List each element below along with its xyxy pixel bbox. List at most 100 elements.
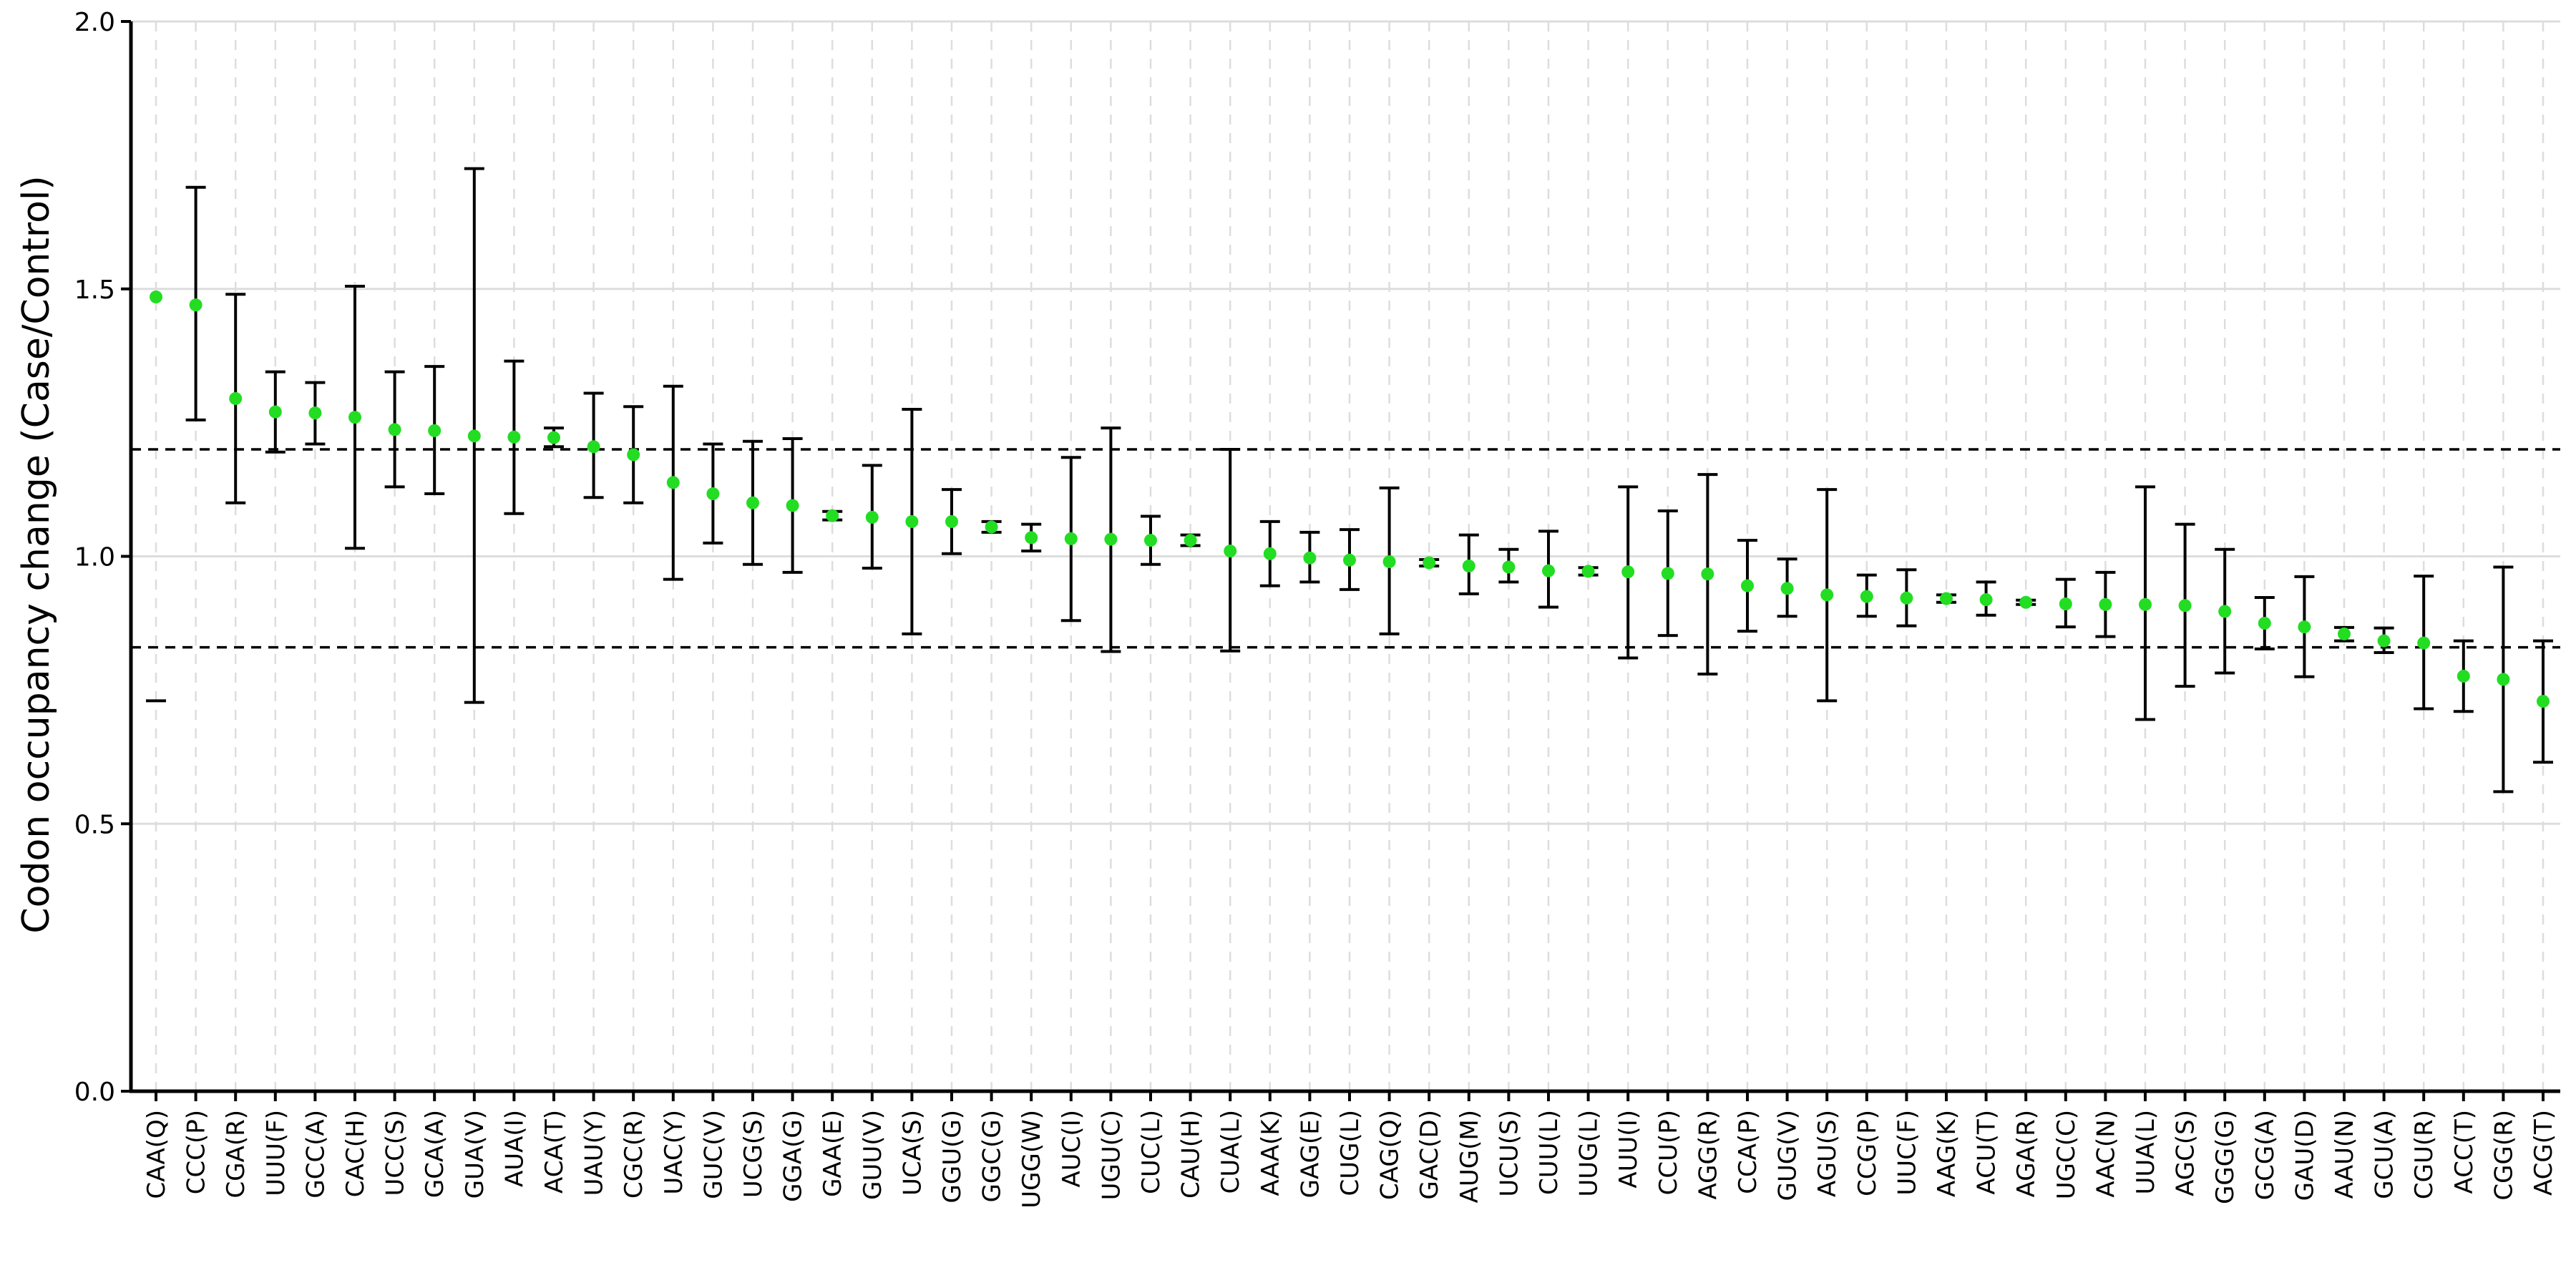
threshold-lines [131, 448, 2560, 649]
data-point [1343, 553, 1356, 567]
x-tick-label: ACU(T) [1973, 1110, 2001, 1195]
x-tick-label: UAU(Y) [580, 1110, 609, 1196]
x-tick-label: GGG(G) [2211, 1110, 2240, 1204]
x-tick-label: UCU(S) [1495, 1110, 1523, 1197]
data-point [706, 487, 720, 501]
data-point [1184, 534, 1197, 547]
data-point [189, 298, 203, 312]
x-tick-label: UCG(S) [739, 1110, 768, 1198]
data-point [945, 514, 958, 528]
data-point [1780, 582, 1794, 595]
data-point [348, 411, 361, 424]
data-point [2139, 597, 2152, 611]
x-tick-label: UAC(Y) [660, 1110, 688, 1195]
x-tick-label: AUG(M) [1455, 1110, 1484, 1203]
y-tick-labels: 0.0 0.5 1.0 1.5 2.0 [74, 8, 115, 1107]
data-point [1025, 531, 1038, 545]
x-tick-label: GAG(E) [1296, 1110, 1324, 1198]
x-tick-label: GCU(A) [2371, 1110, 2399, 1199]
data-point [1701, 567, 1714, 581]
data-point [1144, 534, 1157, 547]
axes [121, 20, 2560, 1101]
y-tick-label: 2.0 [74, 8, 115, 37]
data-point [308, 406, 322, 420]
data-point [2298, 620, 2311, 634]
data-point [2417, 636, 2431, 650]
x-tick-label: CUU(L) [1535, 1110, 1563, 1195]
data-point [428, 424, 441, 437]
x-tick-label: GAU(D) [2290, 1110, 2319, 1201]
data-point [2537, 695, 2550, 708]
x-tick-label: CGA(R) [222, 1110, 250, 1199]
data-point [2099, 597, 2112, 611]
data-point [2377, 634, 2391, 648]
x-tick-label: AUC(I) [1058, 1110, 1086, 1187]
x-tick-label: CAU(H) [1177, 1110, 1206, 1199]
x-tick-label: GUA(V) [461, 1110, 489, 1199]
data-point [547, 431, 560, 444]
x-tick-label: GAA(E) [819, 1110, 847, 1197]
data-point [2178, 599, 2192, 613]
x-tick-label: ACC(T) [2450, 1110, 2479, 1194]
x-tick-label: AAG(K) [1933, 1110, 1961, 1197]
x-tick-label: CAG(Q) [1376, 1110, 1405, 1200]
data-point [1940, 592, 1953, 605]
data-point [1462, 559, 1475, 572]
y-axis-label: Codon occupancy change (Case/Control) [15, 175, 58, 933]
x-tick-label: GAC(D) [1415, 1110, 1444, 1199]
x-tick-label: AAA(K) [1257, 1110, 1285, 1196]
x-tick-label: GGC(G) [978, 1110, 1007, 1202]
data-point [1900, 591, 1913, 605]
x-tick-label: CGG(R) [2489, 1110, 2518, 1201]
data-point [1661, 567, 1674, 580]
data-point [388, 423, 401, 436]
x-tick-label: AGA(R) [2012, 1110, 2041, 1197]
data-point [2497, 673, 2510, 686]
data-point [2457, 669, 2470, 683]
x-tick-label: GUG(V) [1774, 1110, 1802, 1201]
data-point [2258, 616, 2271, 630]
data-point [1382, 555, 1396, 568]
data-point [1064, 532, 1078, 545]
data-point [1741, 579, 1754, 592]
data-point [587, 440, 600, 454]
x-tick-label: GCA(A) [421, 1110, 449, 1198]
x-tick-label: CGU(R) [2410, 1110, 2439, 1199]
data-point [2218, 605, 2232, 618]
x-tick-label: UGU(C) [1097, 1110, 1126, 1200]
y-tick-label: 1.0 [74, 543, 115, 572]
x-tick-label: GUC(V) [699, 1110, 728, 1199]
data-point [1860, 590, 1873, 603]
x-tick-label: ACG(T) [2529, 1110, 2558, 1196]
x-tick-label: UGC(C) [2052, 1110, 2081, 1199]
x-tick-label: CUC(L) [1137, 1110, 1166, 1194]
data-point [627, 448, 640, 462]
x-tick-label: CCU(P) [1654, 1110, 1683, 1195]
x-tick-label: GCG(A) [2251, 1110, 2280, 1200]
data-point [826, 509, 839, 522]
x-tick-label: UCC(S) [381, 1110, 410, 1196]
x-tick-label: AGC(S) [2172, 1110, 2200, 1196]
data-point [507, 430, 521, 444]
data-point [2059, 597, 2072, 611]
x-tick-label: AUU(I) [1614, 1110, 1643, 1189]
x-tick-label: CCC(P) [182, 1110, 211, 1194]
data-point [1820, 588, 1834, 602]
data-point [1104, 532, 1118, 546]
data-point [1224, 545, 1237, 558]
x-tick-label: UCA(S) [898, 1110, 927, 1196]
data-point [985, 520, 998, 534]
x-tick-label: UUU(F) [262, 1110, 291, 1196]
x-tick-label: UGG(W) [1018, 1110, 1046, 1209]
data-point [2338, 627, 2351, 640]
x-tick-label: GCC(A) [301, 1110, 330, 1199]
x-tick-label: GGU(G) [938, 1110, 967, 1203]
x-tick-label: UUG(L) [1575, 1110, 1604, 1197]
x-tick-label: CUA(L) [1216, 1110, 1245, 1194]
y-tick-label: 0.5 [74, 810, 115, 839]
data-point [666, 476, 680, 489]
data-point [1621, 565, 1635, 579]
x-tick-label: AUA(I) [500, 1110, 529, 1187]
y-tick-label: 0.0 [74, 1078, 115, 1107]
